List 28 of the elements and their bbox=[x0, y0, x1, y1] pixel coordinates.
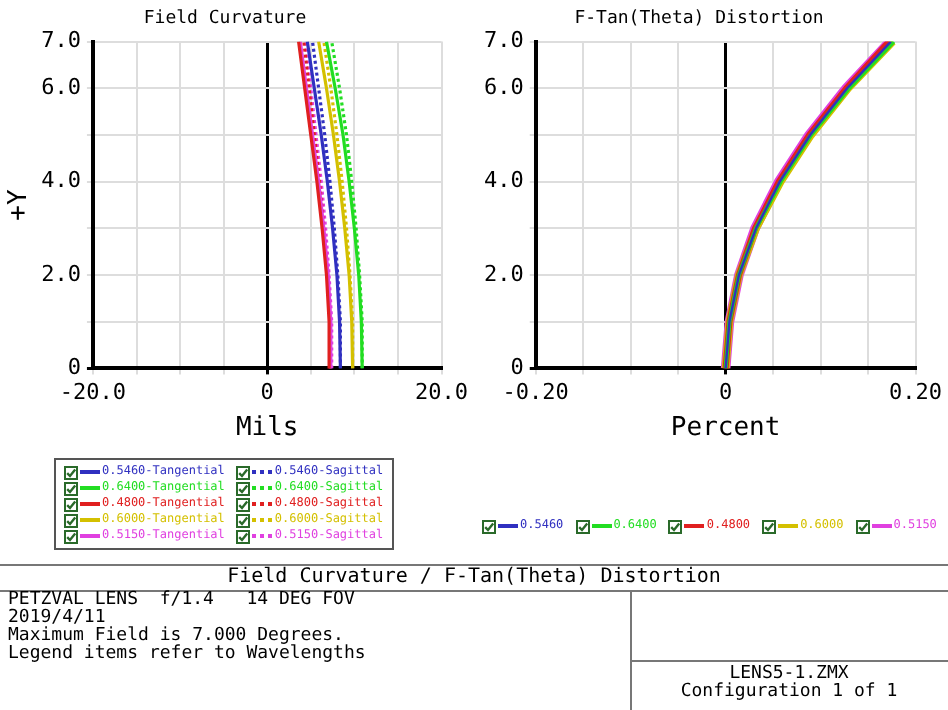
x-tick-label: -20.0 bbox=[59, 379, 127, 406]
x-axis-title: Percent bbox=[670, 413, 781, 444]
y-tick-label: 2.0 bbox=[41, 260, 81, 287]
y-tick-label: 0 bbox=[67, 354, 81, 381]
y-tick-label: 6.0 bbox=[41, 74, 81, 100]
y-axis-title: +Y bbox=[4, 189, 35, 221]
text: PETZVAL LENS f/1.4 14 DEG FOV bbox=[8, 590, 357, 610]
text: 2019/4/11 bbox=[8, 608, 106, 628]
y-tick-label: 2.0 bbox=[483, 260, 524, 287]
chart-title: F-Tan(Theta) Distortion bbox=[574, 9, 824, 30]
x-tick-label: 20.0 bbox=[415, 379, 469, 406]
y-tick-label: 7.0 bbox=[483, 27, 524, 54]
text: Configuration 1 of 1 bbox=[678, 682, 900, 702]
text: Maximum Field is 7.000 Degrees. bbox=[8, 626, 344, 646]
text: Legend items refer to Wavelengths bbox=[8, 644, 368, 664]
y-tick-label: 4.0 bbox=[483, 167, 524, 194]
y-tick-label: 6.0 bbox=[483, 74, 524, 100]
y-tick-label: 4.0 bbox=[41, 167, 81, 194]
y-tick-label: 0 bbox=[510, 354, 524, 381]
x-tick-label: 0 bbox=[260, 379, 274, 406]
text: Field Curvature / F-Tan(Theta) Distortion bbox=[0, 566, 948, 592]
x-axis-title: Mils bbox=[235, 413, 299, 444]
y-tick-label: 7.0 bbox=[41, 27, 81, 54]
chart-title: Field Curvature bbox=[143, 9, 307, 30]
x-tick-label: 0.20 bbox=[889, 379, 943, 406]
text: LENS5-1.ZMX bbox=[729, 664, 851, 684]
x-tick-label: 0 bbox=[719, 379, 733, 406]
x-tick-label: -0.20 bbox=[502, 379, 569, 406]
